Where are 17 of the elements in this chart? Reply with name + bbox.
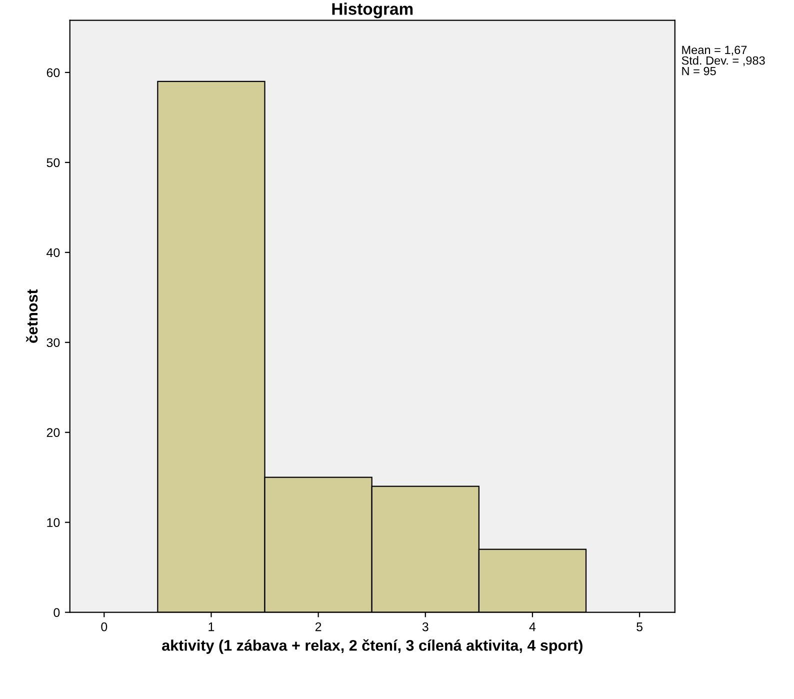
text: Mean = 1,67 Std. Dev. = ,983 N = 95 [682, 46, 765, 76]
x-tick-label: 5 [636, 622, 643, 632]
x-tick-label: 4 [529, 622, 536, 632]
x-tick-label: 3 [422, 622, 428, 632]
y-tick-label: 40 [46, 248, 60, 258]
y-tick-label: 60 [46, 68, 60, 78]
chart-title: Histogram [332, 2, 413, 18]
y-axis-title: četnost [26, 289, 38, 343]
y-tick-label: 30 [46, 338, 60, 348]
x-tick-label: 0 [101, 622, 108, 632]
x-axis-title: aktivity (1 zábava + relax, 2 čtení, 3 cílená aktivita, 4 sport) [162, 639, 582, 654]
x-tick-label: 1 [208, 622, 214, 632]
y-tick-label: 0 [54, 608, 60, 617]
y-tick-label: 20 [46, 428, 60, 438]
y-tick-label: 50 [46, 158, 60, 168]
y-tick-label: 10 [47, 518, 60, 527]
x-tick-label: 2 [315, 622, 322, 632]
